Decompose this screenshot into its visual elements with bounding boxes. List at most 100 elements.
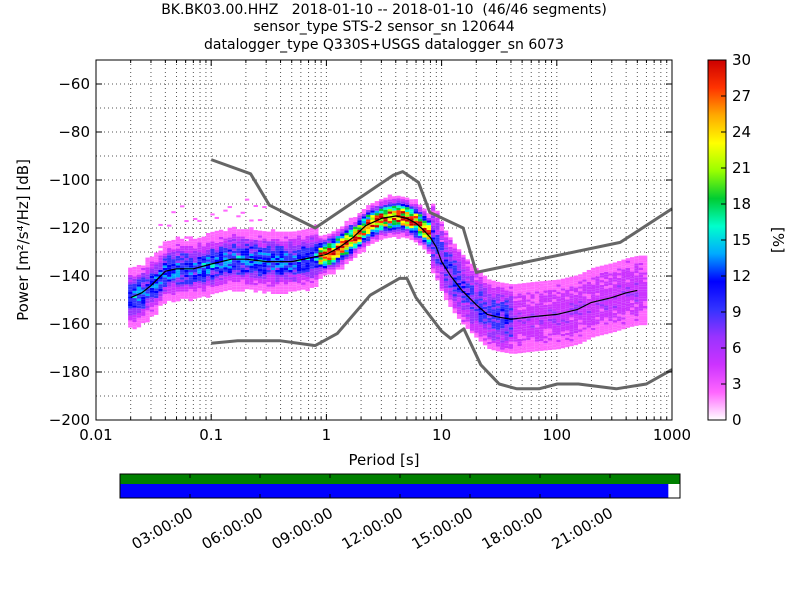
heatmap-cell xyxy=(482,306,488,310)
heatmap-cell xyxy=(604,303,609,306)
heatmap-cell xyxy=(534,293,540,297)
heatmap-cell xyxy=(214,235,219,238)
heatmap-cell xyxy=(543,331,548,334)
heatmap-cell xyxy=(634,273,639,276)
colorbar-tick-label: 6 xyxy=(732,339,742,357)
heatmap-cell xyxy=(560,295,566,298)
heatmap-cell xyxy=(266,277,271,280)
heatmap-cell xyxy=(283,231,289,234)
heatmap-cell xyxy=(353,238,358,242)
heatmap-cell xyxy=(534,320,540,323)
heatmap-cell xyxy=(240,274,245,278)
heatmap-cell xyxy=(331,267,336,270)
heatmap-cell xyxy=(560,293,566,296)
heatmap-cell xyxy=(573,289,579,293)
heatmap-cell xyxy=(171,297,176,300)
heatmap-cell xyxy=(193,241,198,244)
heatmap-cell xyxy=(478,300,483,304)
heatmap-cell xyxy=(392,227,397,230)
heatmap-cell xyxy=(292,238,297,242)
heatmap-cell xyxy=(383,233,388,237)
heatmap-cell xyxy=(231,274,237,278)
heatmap-cell xyxy=(439,239,444,242)
heatmap-cell xyxy=(547,342,553,346)
heatmap-cell xyxy=(634,313,639,317)
heatmap-cell xyxy=(582,336,587,340)
timeline-tick-label: 03:00:00 xyxy=(129,504,196,553)
heatmap-cell xyxy=(552,294,557,297)
heatmap-cell xyxy=(487,279,492,282)
heatmap-cell xyxy=(569,288,574,292)
heatmap-cell xyxy=(348,232,354,235)
heatmap-cell xyxy=(158,252,163,256)
heatmap-cell xyxy=(227,227,232,231)
heatmap-cell xyxy=(205,278,211,282)
heatmap-cell xyxy=(642,279,648,282)
heatmap-cell xyxy=(526,309,531,312)
heatmap-cell xyxy=(526,297,531,300)
heatmap-cell xyxy=(478,327,483,330)
heatmap-cell xyxy=(175,236,181,239)
heatmap-cell xyxy=(448,282,453,286)
heatmap-cell xyxy=(634,311,639,314)
heatmap-cell xyxy=(188,265,194,268)
heatmap-cell xyxy=(366,219,371,222)
heatmap-cell xyxy=(565,292,570,295)
heatmap-cell xyxy=(171,259,176,262)
heatmap-cell xyxy=(240,282,245,285)
heatmap-cell xyxy=(634,321,639,324)
heatmap-cell xyxy=(309,275,315,279)
heatmap-cell xyxy=(275,234,280,237)
heatmap-cell xyxy=(591,294,596,297)
heatmap-cell xyxy=(439,245,444,248)
heatmap-cell xyxy=(413,235,419,238)
heatmap-cell xyxy=(443,276,449,279)
heatmap-cell xyxy=(491,304,496,308)
heatmap-cell xyxy=(128,270,133,273)
heatmap-cell xyxy=(145,267,150,270)
heatmap-cell xyxy=(565,294,570,297)
heatmap-cell xyxy=(145,269,150,272)
heatmap-cell xyxy=(171,290,176,293)
heatmap-cell xyxy=(314,279,319,283)
heatmap-cell xyxy=(253,270,258,274)
heatmap-cell xyxy=(556,346,561,350)
heatmap-cell xyxy=(244,270,250,273)
heatmap-cell xyxy=(145,300,150,304)
heatmap-cell xyxy=(145,291,150,294)
heatmap-cell xyxy=(240,270,245,273)
heatmap-cell xyxy=(578,322,583,325)
heatmap-cell xyxy=(370,229,375,232)
heatmap-cell xyxy=(210,253,215,256)
heatmap-cell xyxy=(279,250,284,254)
heatmap-cell xyxy=(240,246,245,249)
heatmap-cell xyxy=(223,288,228,292)
heatmap-cell xyxy=(188,248,194,251)
heatmap-cell xyxy=(578,274,583,277)
heatmap-cell xyxy=(193,243,198,246)
heatmap-cell xyxy=(292,284,297,287)
heatmap-cell xyxy=(335,240,341,244)
heatmap-cell xyxy=(253,230,258,233)
heatmap-cell xyxy=(534,291,540,294)
heatmap-cell xyxy=(595,321,600,325)
heatmap-cell xyxy=(193,279,198,282)
heatmap-cell xyxy=(534,324,540,328)
heatmap-cell xyxy=(340,235,345,239)
heatmap-cell xyxy=(154,293,159,296)
heatmap-cell xyxy=(387,225,393,229)
heatmap-cell xyxy=(184,270,189,273)
heatmap-cell xyxy=(591,315,596,319)
heatmap-cell xyxy=(201,289,206,292)
heatmap-cell xyxy=(240,236,245,239)
heatmap-cell xyxy=(171,299,176,303)
heatmap-cell xyxy=(227,206,232,209)
heatmap-cell xyxy=(595,333,600,337)
heatmap-cell xyxy=(136,274,142,277)
heatmap-cell xyxy=(197,244,202,248)
heatmap-cell xyxy=(539,343,544,347)
heatmap-cell xyxy=(301,246,306,249)
heatmap-cell xyxy=(344,244,349,248)
heatmap-cell xyxy=(340,257,345,260)
heatmap-cell xyxy=(513,336,518,340)
